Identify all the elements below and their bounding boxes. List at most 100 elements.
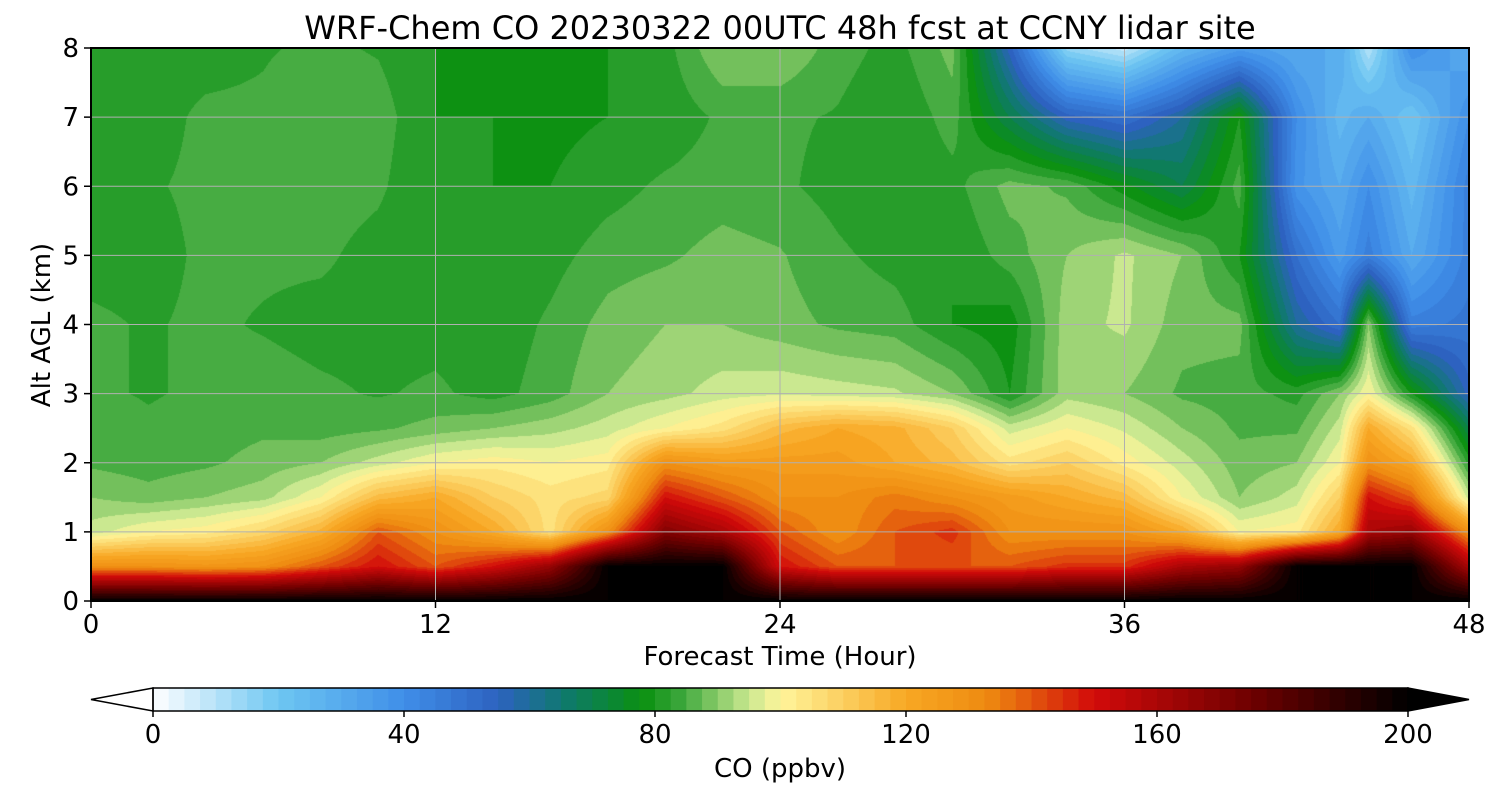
- colorbar-segment: [215, 688, 233, 711]
- colorbar-segment: [796, 688, 813, 711]
- colorbar-segment: [1188, 688, 1205, 711]
- colorbar-tick-label: 40: [387, 720, 420, 750]
- x-axis-label: Forecast Time (Hour): [643, 642, 916, 672]
- colorbar-segment: [1047, 688, 1064, 711]
- colorbar-segment: [1376, 688, 1393, 711]
- colorbar-max-extend-arrow: [1407, 687, 1470, 712]
- colorbar-segment: [1015, 688, 1033, 711]
- y-tick-label: 3: [62, 380, 79, 410]
- y-tick-label: 0: [62, 587, 79, 617]
- colorbar-segment: [827, 688, 844, 711]
- y-tick-label: 6: [62, 172, 79, 202]
- y-tick-label: 4: [62, 311, 79, 341]
- colorbar-segment: [576, 688, 593, 711]
- y-tick-label: 2: [62, 449, 79, 479]
- colorbar-min-extend-arrow: [90, 687, 154, 712]
- colorbar-segment: [1219, 688, 1237, 711]
- colorbar-segment: [247, 688, 264, 711]
- colorbar-segment: [1392, 688, 1409, 711]
- colorbar-segment: [231, 688, 248, 711]
- colorbar-segment: [1329, 688, 1346, 711]
- colorbar-segment: [623, 688, 640, 711]
- colorbar-segment: [717, 688, 735, 711]
- colorbar-segment: [670, 688, 687, 711]
- colorbar-segment: [811, 688, 829, 711]
- colorbar-segment: [890, 688, 907, 711]
- colorbar-segment: [702, 688, 719, 711]
- colorbar-segment: [984, 688, 1001, 711]
- colorbar-segment: [545, 688, 562, 711]
- colorbar-segment: [1282, 688, 1299, 711]
- y-tick-label: 8: [62, 34, 79, 64]
- colorbar-segment: [1125, 688, 1142, 711]
- colorbar-segment: [356, 688, 374, 711]
- colorbar-segment: [1141, 688, 1158, 711]
- y-tick-label: 1: [62, 518, 79, 548]
- colorbar-segment: [278, 688, 295, 711]
- colorbar-segment: [639, 688, 656, 711]
- colorbar-segment: [1094, 688, 1111, 711]
- colorbar-segment: [1157, 688, 1174, 711]
- colorbar-segment: [388, 688, 405, 711]
- colorbar-segment: [607, 688, 625, 711]
- colorbar-segment: [874, 688, 891, 711]
- colorbar-segment: [937, 688, 954, 711]
- colorbar-frame: [152, 687, 1409, 712]
- colorbar-segment: [686, 688, 703, 711]
- colorbar-segment: [419, 688, 436, 711]
- colorbar-segment: [309, 688, 327, 711]
- colorbar-segment: [906, 688, 923, 711]
- colorbar-segment: [1204, 688, 1221, 711]
- colorbar-tick-label: 200: [1383, 720, 1433, 750]
- colorbar-segment: [153, 688, 170, 711]
- colorbar: 0 40 80 120 160 200: [90, 687, 1470, 750]
- x-tick-label: 0: [83, 610, 100, 640]
- x-tick-label: 36: [1108, 610, 1141, 640]
- x-tick-label: 12: [419, 610, 452, 640]
- colorbar-segment: [1109, 688, 1127, 711]
- colorbar-segment: [1031, 688, 1048, 711]
- colorbar-segment: [200, 688, 217, 711]
- colorbar-segment: [1298, 688, 1315, 711]
- colorbar-segment: [655, 688, 672, 711]
- colorbar-segment: [529, 688, 546, 711]
- colorbar-segment: [1251, 688, 1268, 711]
- colorbar-segment: [294, 688, 311, 711]
- colorbar-tick-label: 120: [881, 720, 931, 750]
- colorbar-segment: [1345, 688, 1362, 711]
- y-axis-label: Alt AGL (km): [27, 243, 57, 407]
- colorbar-segment: [1000, 688, 1017, 711]
- colorbar-segment: [592, 688, 609, 711]
- colorbar-segment: [184, 688, 201, 711]
- chart-title: WRF-Chem CO 20230322 00UTC 48h fcst at C…: [304, 9, 1255, 47]
- colorbar-tick-label: 160: [1132, 720, 1182, 750]
- x-tick-label: 24: [763, 610, 796, 640]
- colorbar-segment: [262, 688, 280, 711]
- colorbar-segment: [513, 688, 531, 711]
- colorbar-tick-label: 80: [638, 720, 671, 750]
- colorbar-segment: [435, 688, 452, 711]
- colorbar-segment: [921, 688, 938, 711]
- colorbar-segment: [1313, 688, 1331, 711]
- x-tick-label: 48: [1452, 610, 1485, 640]
- colorbar-segment: [858, 688, 876, 711]
- colorbar-segment: [498, 688, 515, 711]
- colorbar-segment: [1078, 688, 1095, 711]
- colorbar-segment: [482, 688, 499, 711]
- colorbar-segment: [325, 688, 342, 711]
- colorbar-segment: [451, 688, 468, 711]
- colorbar-segment: [168, 688, 185, 711]
- colorbar-tick-label: 0: [145, 720, 162, 750]
- colorbar-segment: [560, 688, 578, 711]
- colorbar-segment: [1172, 688, 1189, 711]
- colorbar-segment: [372, 688, 389, 711]
- colorbar-segment: [1266, 688, 1284, 711]
- colorbar-segment: [341, 688, 358, 711]
- colorbar-segment: [780, 688, 797, 711]
- colorbar-segment: [733, 688, 750, 711]
- colorbar-segment: [749, 688, 766, 711]
- y-tick-label: 5: [62, 241, 79, 271]
- colorbar-segment: [843, 688, 860, 711]
